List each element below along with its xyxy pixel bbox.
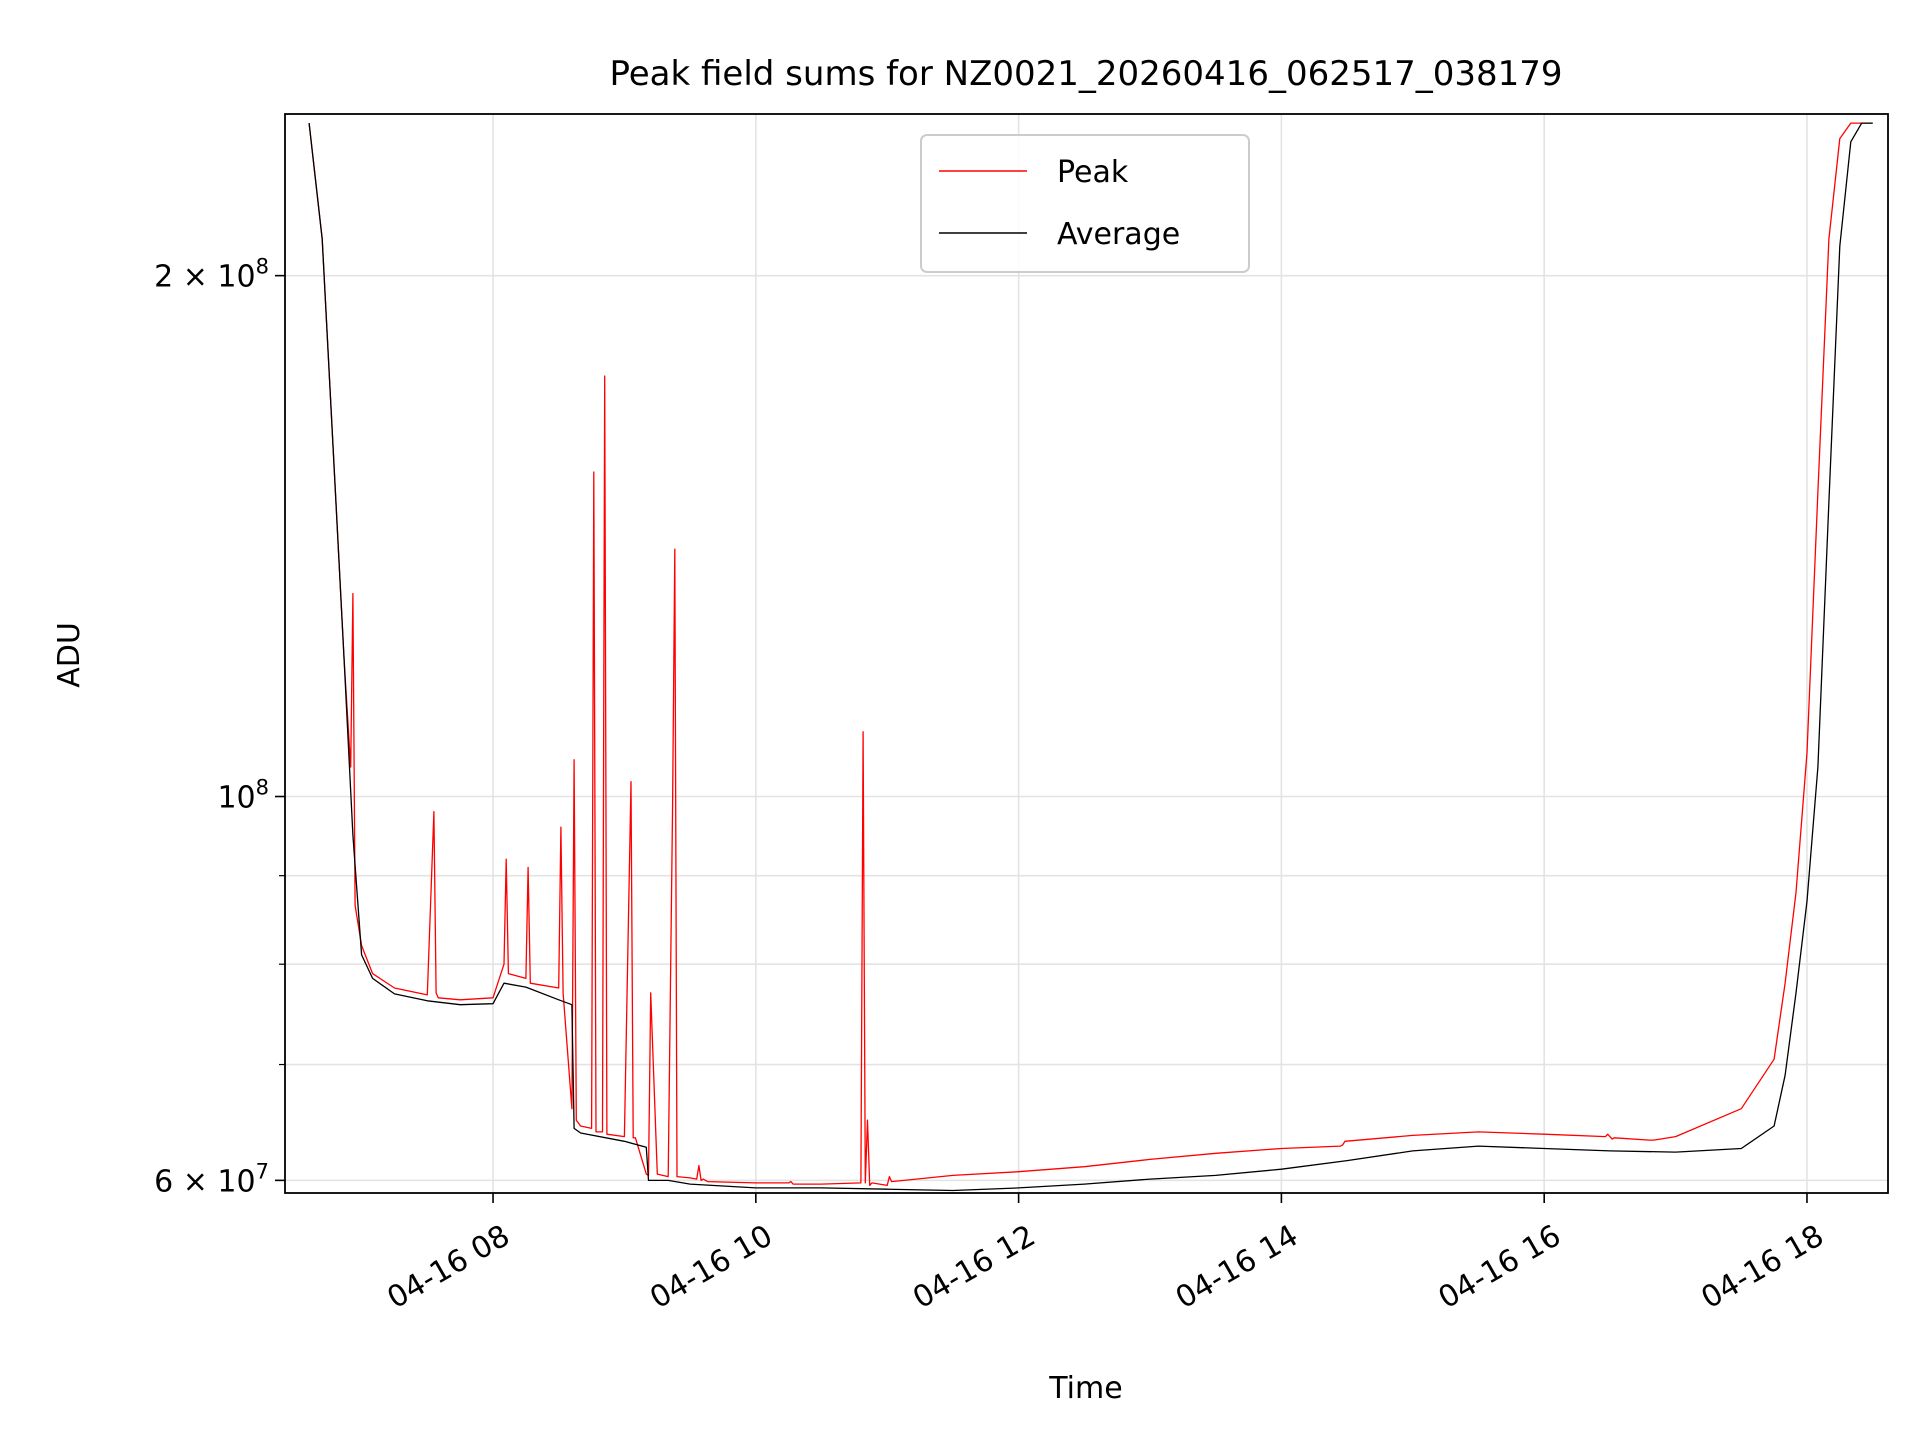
- grid: [285, 114, 1888, 1193]
- chart-title: Peak field sums for NZ0021_20260416_0625…: [609, 54, 1562, 94]
- plot-area: [308, 122, 1873, 1192]
- legend-box: [920, 134, 1250, 273]
- peak-series-line: [308, 122, 1873, 1187]
- legend-average-label: Average: [1057, 217, 1180, 252]
- y-minor-ticks: [279, 875, 285, 1066]
- y-tick-label: 6 × 107: [154, 1159, 269, 1199]
- plot-frame: [284, 113, 1889, 1194]
- average-series-line: [308, 122, 1873, 1192]
- y-axis-label: ADU: [52, 622, 87, 688]
- x-axis-label: Time: [1048, 1371, 1122, 1406]
- legend-peak-label: Peak: [1057, 155, 1129, 190]
- legend: Peak Average: [920, 134, 1250, 273]
- y-tick-label: 2 × 108: [154, 255, 269, 295]
- y-axis-ticks: 6 × 107 108 2 × 108: [154, 255, 285, 1199]
- y-tick-label: 108: [217, 776, 269, 816]
